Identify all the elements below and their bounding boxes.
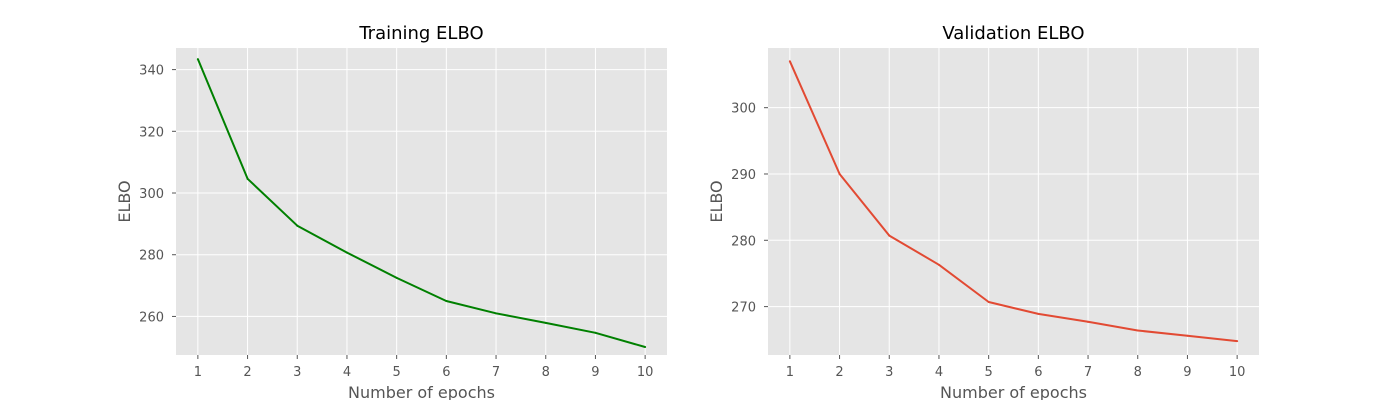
validation-y-tick-label: 280 [731, 234, 756, 249]
validation-data-point [937, 263, 940, 266]
training-x-tick-label: 4 [343, 365, 351, 380]
training-x-tick-label: 6 [442, 365, 450, 380]
training-data-point [395, 276, 398, 279]
training-y-tick-label: 280 [139, 249, 164, 264]
training-data-point [445, 300, 448, 303]
validation-y-tick-label: 270 [731, 301, 756, 316]
validation-series [788, 60, 1239, 343]
training-x-tick-label: 9 [591, 365, 599, 380]
validation-data-point [788, 60, 791, 63]
training-x-tick-label: 3 [293, 365, 301, 380]
validation-x-tick-label: 4 [935, 365, 943, 380]
training-x-tick-label: 10 [637, 365, 654, 380]
validation-y-axis-label: ELBO [707, 180, 726, 222]
validation-data-point [1037, 312, 1040, 315]
validation-data-point [1236, 340, 1239, 343]
validation-ticks: 1 2 3 4 5 6 7 8 9 10 270 280 290 300 [731, 102, 1245, 380]
validation-x-tick-label: 7 [1084, 365, 1092, 380]
training-data-point [296, 224, 299, 227]
training-elbo-chart: 1 2 3 4 5 6 7 8 9 10 260 280 300 320 340 Training ELBO… [115, 23, 667, 400]
validation-x-axis-label: Number of epochs [940, 383, 1087, 400]
validation-series-line [788, 60, 1238, 343]
training-data-point [544, 321, 547, 324]
validation-grid [768, 48, 1259, 355]
training-series-line [196, 58, 646, 348]
validation-y-tick-label: 300 [731, 102, 756, 117]
training-ticks: 1 2 3 4 5 6 7 8 9 10 260 280 300 320 340 [139, 64, 653, 380]
validation-x-tick-label: 1 [786, 365, 794, 380]
training-x-tick-label: 5 [393, 365, 401, 380]
training-data-point [345, 251, 348, 254]
training-y-tick-label: 340 [139, 64, 164, 79]
validation-chart-title: Validation ELBO [942, 23, 1084, 44]
validation-x-tick-label: 5 [985, 365, 993, 380]
training-y-tick-label: 260 [139, 310, 164, 325]
training-x-tick-label: 2 [243, 365, 251, 380]
validation-data-point [838, 172, 841, 175]
validation-data-point [1087, 320, 1090, 323]
validation-data-point [987, 300, 990, 303]
training-data-point [594, 331, 597, 334]
training-y-tick-label: 300 [139, 187, 164, 202]
validation-data-point [888, 234, 891, 237]
training-y-axis-label: ELBO [115, 180, 134, 222]
training-x-tick-label: 1 [194, 365, 202, 380]
training-data-point [196, 58, 199, 61]
training-grid [176, 48, 667, 355]
training-x-axis-label: Number of epochs [348, 383, 495, 400]
training-chart-title: Training ELBO [358, 23, 483, 44]
validation-x-tick-label: 6 [1034, 365, 1042, 380]
validation-data-point [1136, 329, 1139, 332]
validation-x-tick-label: 9 [1183, 365, 1191, 380]
validation-x-tick-label: 2 [835, 365, 843, 380]
training-plot-area [176, 48, 667, 355]
training-y-tick-label: 320 [139, 125, 164, 140]
validation-data-point [1186, 334, 1189, 337]
validation-y-tick-label: 290 [731, 168, 756, 183]
training-x-tick-label: 8 [542, 365, 550, 380]
training-data-point [246, 177, 249, 180]
validation-x-tick-label: 10 [1229, 365, 1246, 380]
training-data-point [495, 312, 498, 315]
training-series [196, 58, 647, 348]
validation-x-tick-label: 8 [1134, 365, 1142, 380]
validation-plot-area [768, 48, 1259, 355]
validation-x-tick-label: 3 [885, 365, 893, 380]
training-x-tick-label: 7 [492, 365, 500, 380]
training-data-point [644, 345, 647, 348]
